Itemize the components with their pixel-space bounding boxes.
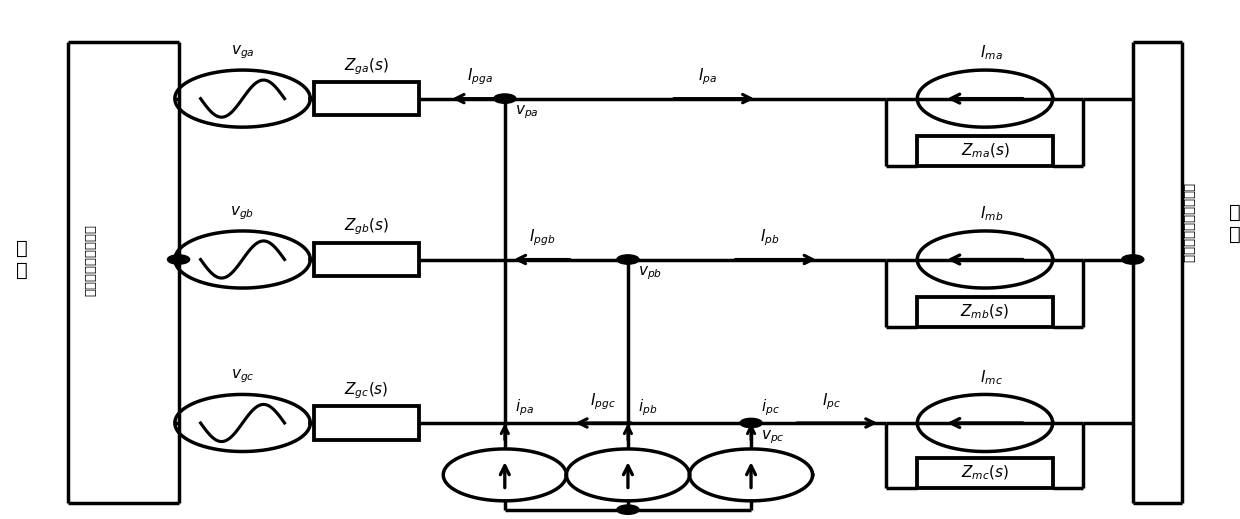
Text: $\mathbf{\mathit{v}}_{\mathbf{\mathit{pb}}}$: $\mathbf{\mathit{v}}_{\mathbf{\mathit{pb…: [637, 265, 662, 282]
Text: 电
网: 电 网: [16, 239, 29, 280]
Text: 戴维南等效电路模型: 戴维南等效电路模型: [84, 224, 98, 295]
Text: $\mathbf{\mathit{Z}}_{\mathbf{\mathit{ma}}}(\mathbf{\mathit{s}})$: $\mathbf{\mathit{Z}}_{\mathbf{\mathit{ma…: [961, 142, 1009, 160]
Bar: [918, 297, 1053, 327]
Circle shape: [740, 418, 763, 428]
Text: $\mathbf{\mathit{I}}_{\mathbf{\mathit{pgc}}}$: $\mathbf{\mathit{I}}_{\mathbf{\mathit{pg…: [590, 391, 616, 412]
Text: $\mathbf{\mathit{Z}}_{\mathbf{\mathit{mb}}}(\mathbf{\mathit{s}})$: $\mathbf{\mathit{Z}}_{\mathbf{\mathit{mb…: [961, 303, 1009, 321]
Text: $\mathbf{\mathit{v}}_{\mathbf{\mathit{gb}}}$: $\mathbf{\mathit{v}}_{\mathbf{\mathit{gb…: [231, 204, 254, 222]
Text: $\mathbf{\mathit{Z}}_{\mathbf{\mathit{ga}}}(\mathbf{\mathit{s}})$: $\mathbf{\mathit{Z}}_{\mathbf{\mathit{ga…: [343, 56, 389, 77]
Text: $\mathbf{\mathit{v}}_{\mathbf{\mathit{gc}}}$: $\mathbf{\mathit{v}}_{\mathbf{\mathit{gc…: [231, 367, 254, 385]
Text: $\mathbf{\mathit{i}}_{\mathbf{\mathit{pa}}}$: $\mathbf{\mathit{i}}_{\mathbf{\mathit{pa…: [515, 397, 533, 418]
Text: $\mathbf{\mathit{I}}_{\mathbf{\mathit{pga}}}$: $\mathbf{\mathit{I}}_{\mathbf{\mathit{pg…: [467, 66, 494, 87]
Text: $\mathbf{\mathit{Z}}_{\mathbf{\mathit{mc}}}(\mathbf{\mathit{s}})$: $\mathbf{\mathit{Z}}_{\mathbf{\mathit{mc…: [961, 463, 1009, 482]
Circle shape: [167, 255, 190, 264]
Bar: [314, 243, 419, 276]
Text: $\mathbf{\mathit{i}}_{\mathbf{\mathit{pb}}}$: $\mathbf{\mathit{i}}_{\mathbf{\mathit{pb…: [637, 397, 657, 418]
Bar: [314, 406, 419, 440]
Text: $\mathbf{\mathit{v}}_{\mathbf{\mathit{pc}}}$: $\mathbf{\mathit{v}}_{\mathbf{\mathit{pc…: [761, 428, 785, 446]
Text: $\mathbf{\mathit{I}}_{\mathbf{\mathit{mb}}}$: $\mathbf{\mathit{I}}_{\mathbf{\mathit{mb…: [980, 204, 1003, 223]
Text: $\mathbf{\mathit{v}}_{\mathbf{\mathit{ga}}}$: $\mathbf{\mathit{v}}_{\mathbf{\mathit{ga…: [231, 43, 254, 61]
Circle shape: [616, 505, 639, 514]
Text: $\mathbf{\mathit{I}}_{\mathbf{\mathit{pa}}}$: $\mathbf{\mathit{I}}_{\mathbf{\mathit{pa…: [698, 66, 718, 87]
Bar: [918, 458, 1053, 488]
Circle shape: [616, 255, 639, 264]
Text: $\mathbf{\mathit{I}}_{\mathbf{\mathit{pgb}}}$: $\mathbf{\mathit{I}}_{\mathbf{\mathit{pg…: [528, 227, 556, 248]
Circle shape: [494, 94, 516, 103]
Text: $\mathbf{\mathit{I}}_{\mathbf{\mathit{mc}}}$: $\mathbf{\mathit{I}}_{\mathbf{\mathit{mc…: [980, 368, 1002, 387]
Text: $\mathbf{\mathit{I}}_{\mathbf{\mathit{ma}}}$: $\mathbf{\mathit{I}}_{\mathbf{\mathit{ma…: [980, 44, 1003, 62]
Circle shape: [1122, 255, 1143, 264]
Text: $\mathbf{\mathit{Z}}_{\mathbf{\mathit{gc}}}(\mathbf{\mathit{s}})$: $\mathbf{\mathit{Z}}_{\mathbf{\mathit{gc…: [343, 380, 388, 401]
Text: $\mathbf{\mathit{I}}_{\mathbf{\mathit{pb}}}$: $\mathbf{\mathit{I}}_{\mathbf{\mathit{pb…: [760, 227, 780, 248]
Bar: [314, 81, 419, 115]
Bar: [918, 136, 1053, 166]
Text: $\mathbf{\mathit{i}}_{\mathbf{\mathit{pc}}}$: $\mathbf{\mathit{i}}_{\mathbf{\mathit{pc…: [761, 397, 780, 418]
Text: $\mathbf{\mathit{Z}}_{\mathbf{\mathit{gb}}}(\mathbf{\mathit{s}})$: $\mathbf{\mathit{Z}}_{\mathbf{\mathit{gb…: [343, 217, 389, 238]
Text: $\mathbf{\mathit{I}}_{\mathbf{\mathit{pc}}}$: $\mathbf{\mathit{I}}_{\mathbf{\mathit{pc…: [822, 391, 841, 412]
Text: 高频谐波等效电路模型: 高频谐波等效电路模型: [1182, 183, 1194, 263]
Text: 负
荷: 负 荷: [1229, 203, 1240, 243]
Text: $\mathbf{\mathit{v}}_{\mathbf{\mathit{pa}}}$: $\mathbf{\mathit{v}}_{\mathbf{\mathit{pa…: [515, 104, 538, 121]
